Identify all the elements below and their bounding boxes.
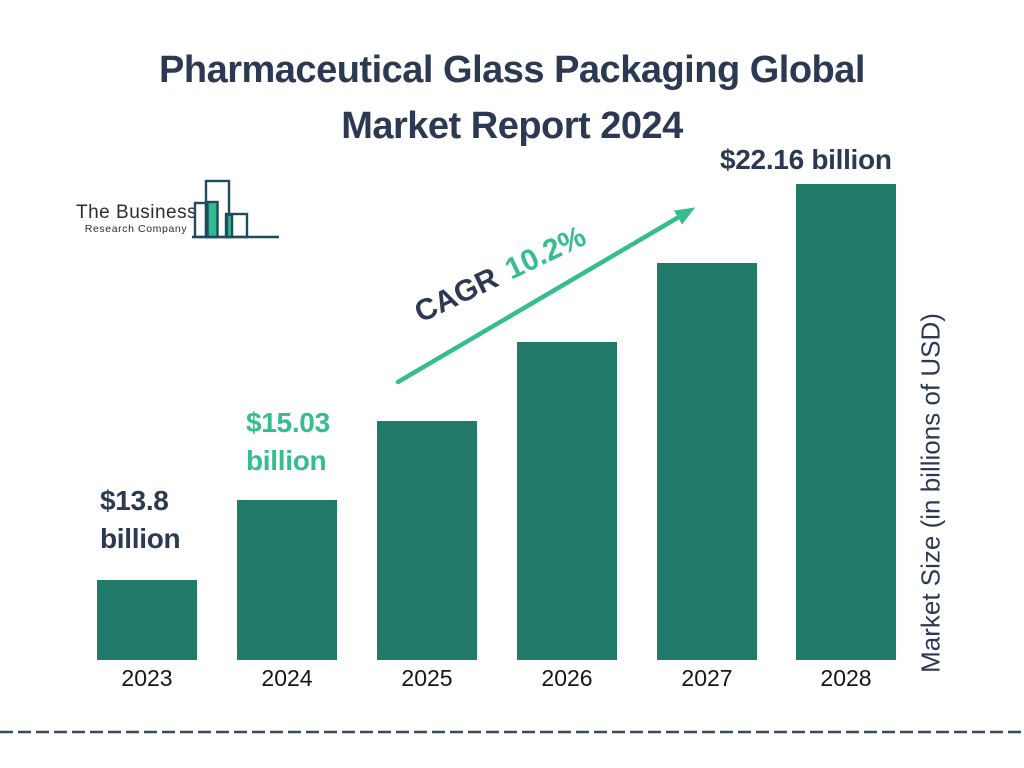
value-label-2028: $22.16 billion xyxy=(720,144,892,175)
page-title-line2: Market Report 2024 xyxy=(341,105,683,147)
y-axis-label: Market Size (in billions of USD) xyxy=(915,313,946,673)
bar-2026 xyxy=(517,342,617,660)
logo-name: The Business xyxy=(76,202,198,223)
logo-bar-chart-icon xyxy=(192,179,279,239)
x-tick-2024: 2024 xyxy=(261,665,313,691)
bar-2028 xyxy=(796,184,896,660)
x-tick-2028: 2028 xyxy=(820,665,872,691)
x-tick-2027: 2027 xyxy=(681,665,733,691)
cagr-growth-arrow-icon xyxy=(395,207,696,385)
bottom-dashed-divider xyxy=(0,730,1024,734)
company-logo-text: The Business Research Company xyxy=(76,202,198,235)
company-logo: The Business Research Company xyxy=(70,178,285,244)
bar-2024 xyxy=(237,500,337,660)
x-tick-2023: 2023 xyxy=(121,665,173,691)
value-label-2023: $13.8 billion xyxy=(100,485,181,554)
logo-subtitle: Research Company xyxy=(84,223,188,235)
bar-2027 xyxy=(657,263,757,660)
bar-2023 xyxy=(97,580,197,660)
x-tick-2025: 2025 xyxy=(401,665,453,691)
bar-2025 xyxy=(377,421,477,660)
x-tick-2026: 2026 xyxy=(541,665,593,691)
value-label-2024: $15.03 billion xyxy=(246,407,330,476)
page-title: Pharmaceutical Glass Packaging Global Ma… xyxy=(0,42,1024,154)
page-title-line1: Pharmaceutical Glass Packaging Global xyxy=(159,49,865,91)
